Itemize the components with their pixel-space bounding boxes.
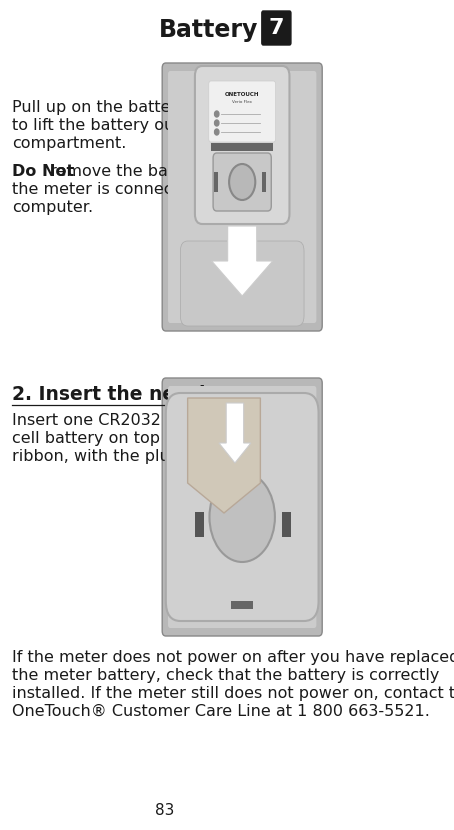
Text: ONETOUCH: ONETOUCH (225, 91, 259, 96)
Text: 2. Insert the new battery: 2. Insert the new battery (12, 385, 277, 404)
Circle shape (215, 120, 219, 126)
Polygon shape (212, 226, 273, 296)
FancyBboxPatch shape (168, 386, 316, 628)
Text: OneTouch® Customer Care Line at 1 800 663-5521.: OneTouch® Customer Care Line at 1 800 66… (12, 704, 429, 719)
Bar (231, 418, 253, 438)
Text: If the meter does not power on after you have replaced: If the meter does not power on after you… (12, 650, 454, 665)
FancyBboxPatch shape (162, 63, 322, 331)
Text: Verio Flex: Verio Flex (232, 100, 252, 104)
Text: Insert one CR2032 lithium coin: Insert one CR2032 lithium coin (12, 413, 260, 428)
Polygon shape (188, 398, 261, 513)
Text: Pull up on the battery ribbon: Pull up on the battery ribbon (12, 100, 243, 115)
Circle shape (215, 129, 219, 135)
Text: the meter is connected to a: the meter is connected to a (12, 182, 235, 197)
FancyBboxPatch shape (162, 378, 322, 636)
Circle shape (209, 472, 275, 562)
FancyBboxPatch shape (209, 81, 276, 142)
Text: 7: 7 (269, 18, 284, 38)
Text: to lift the battery out of the: to lift the battery out of the (12, 118, 232, 133)
Text: installed. If the meter still does not power on, contact the: installed. If the meter still does not p… (12, 686, 454, 701)
Bar (214, 172, 218, 192)
FancyBboxPatch shape (213, 153, 271, 211)
FancyBboxPatch shape (180, 241, 304, 326)
Text: 83: 83 (155, 803, 175, 818)
FancyBboxPatch shape (166, 393, 319, 621)
Text: cell battery on top of the battery: cell battery on top of the battery (12, 431, 276, 446)
FancyBboxPatch shape (168, 71, 316, 323)
Bar (211, 143, 273, 151)
Circle shape (229, 164, 255, 200)
Bar (231, 601, 253, 609)
Text: Do Not: Do Not (12, 164, 74, 179)
FancyBboxPatch shape (262, 11, 291, 45)
Text: compartment.: compartment. (12, 136, 126, 151)
Text: Battery: Battery (159, 18, 258, 42)
Text: computer.: computer. (12, 200, 93, 215)
Text: remove the battery while: remove the battery while (45, 164, 254, 179)
Circle shape (215, 111, 219, 117)
Polygon shape (219, 403, 251, 463)
Bar (195, 512, 204, 537)
Bar (282, 512, 291, 537)
FancyBboxPatch shape (195, 66, 290, 224)
Text: the meter battery, check that the battery is correctly: the meter battery, check that the batter… (12, 668, 439, 683)
Bar (262, 172, 266, 192)
Text: ribbon, with the plus (+) side up.: ribbon, with the plus (+) side up. (12, 449, 277, 464)
